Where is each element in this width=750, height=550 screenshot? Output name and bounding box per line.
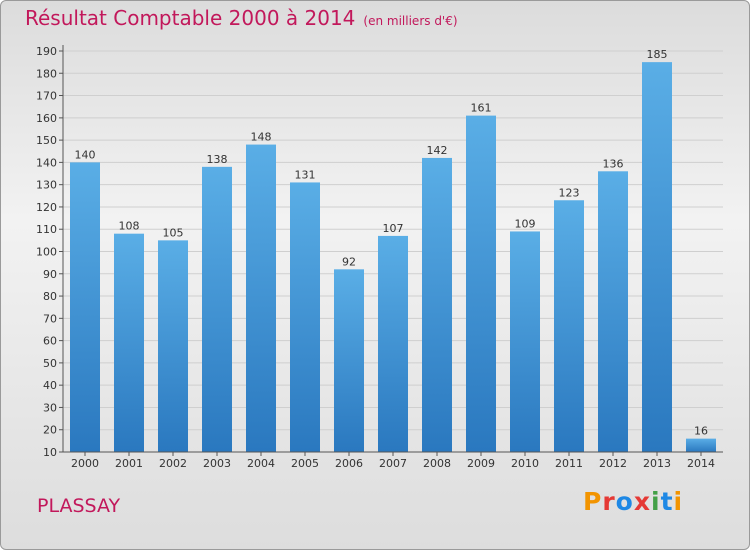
bar-value-label: 16 — [694, 425, 708, 438]
bar — [290, 182, 320, 452]
x-tick-label: 2009 — [467, 457, 495, 470]
x-tick-label: 2012 — [599, 457, 627, 470]
logo-letter: i — [673, 487, 684, 516]
bar-value-label: 185 — [647, 48, 668, 61]
y-tick-label: 140 — [36, 156, 57, 169]
x-tick-label: 2003 — [203, 457, 231, 470]
y-tick-label: 30 — [43, 401, 57, 414]
bars: 140 108 105 138 148 131 92 107 142 161 109 123 136 18… — [70, 48, 716, 453]
y-tick-label: 180 — [36, 67, 57, 80]
bar-value-label: 148 — [251, 131, 272, 144]
logo-letter: P — [583, 487, 603, 516]
x-tick-label: 2004 — [247, 457, 275, 470]
commune-name: PLASSAY — [37, 495, 121, 517]
bar-value-label: 123 — [559, 186, 580, 199]
bar-value-label: 136 — [603, 157, 624, 170]
y-tick-label: 40 — [43, 379, 57, 392]
y-tick-label: 50 — [43, 357, 57, 370]
bar — [466, 115, 496, 452]
x-tick-label: 2001 — [115, 457, 143, 470]
chart-title: Résultat Comptable 2000 à 2014 (en millie… — [25, 6, 458, 30]
bar — [202, 166, 232, 452]
x-tick-label: 2005 — [291, 457, 319, 470]
y-tick-label: 190 — [36, 45, 57, 58]
bar — [554, 200, 584, 452]
bar — [246, 144, 276, 453]
y-tick-label: 120 — [36, 201, 57, 214]
bar — [686, 438, 716, 452]
bar — [158, 240, 188, 452]
title-text: Résultat Comptable 2000 à 2014 — [25, 6, 356, 30]
bar — [334, 269, 364, 452]
x-tick-label: 2008 — [423, 457, 451, 470]
bar — [114, 233, 144, 452]
y-tick-label: 60 — [43, 335, 57, 348]
y-tick-label: 170 — [36, 90, 57, 103]
title-unit: (en milliers d'€) — [363, 14, 458, 28]
bar-value-label: 105 — [163, 226, 184, 239]
y-tick-label: 80 — [43, 290, 57, 303]
bar-value-label: 108 — [119, 220, 140, 233]
x-tick-label: 2006 — [335, 457, 363, 470]
y-tick-label: 100 — [36, 246, 57, 259]
axes: 10 20 30 40 50 60 70 80 90 100 110 120 130 140 150 160 1… — [36, 45, 723, 470]
y-tick-label: 90 — [43, 268, 57, 281]
bar-value-label: 92 — [342, 255, 356, 268]
bar-value-label: 161 — [471, 102, 492, 115]
logo-letter: t — [660, 487, 674, 516]
x-tick-label: 2014 — [687, 457, 715, 470]
y-tick-label: 10 — [43, 446, 57, 459]
logo-letter: x — [633, 487, 651, 516]
x-tick-label: 2010 — [511, 457, 539, 470]
y-tick-label: 130 — [36, 179, 57, 192]
bar-value-label: 107 — [383, 222, 404, 235]
bar-value-label: 109 — [515, 217, 536, 230]
y-tick-label: 110 — [36, 223, 57, 236]
bar-value-label: 142 — [427, 144, 448, 157]
logo-letter: r — [602, 487, 616, 516]
bar-value-label: 138 — [207, 153, 228, 166]
bar — [422, 157, 452, 452]
y-tick-label: 20 — [43, 424, 57, 437]
bar — [598, 171, 628, 453]
y-tick-label: 150 — [36, 134, 57, 147]
bar — [510, 231, 540, 452]
bar — [70, 162, 100, 452]
bar-value-label: 131 — [295, 168, 316, 181]
x-tick-label: 2002 — [159, 457, 187, 470]
bar-value-label: 140 — [75, 148, 96, 161]
x-tick-label: 2011 — [555, 457, 583, 470]
y-tick-label: 160 — [36, 112, 57, 125]
logo-letter: i — [651, 487, 661, 516]
x-tick-label: 2007 — [379, 457, 407, 470]
x-tick-label: 2013 — [643, 457, 671, 470]
proxiti-logo: Proxiti — [583, 487, 683, 516]
bar — [378, 235, 408, 452]
bar — [642, 62, 672, 453]
y-tick-label: 70 — [43, 312, 57, 325]
logo-letter: o — [615, 487, 634, 516]
x-tick-label: 2000 — [71, 457, 99, 470]
